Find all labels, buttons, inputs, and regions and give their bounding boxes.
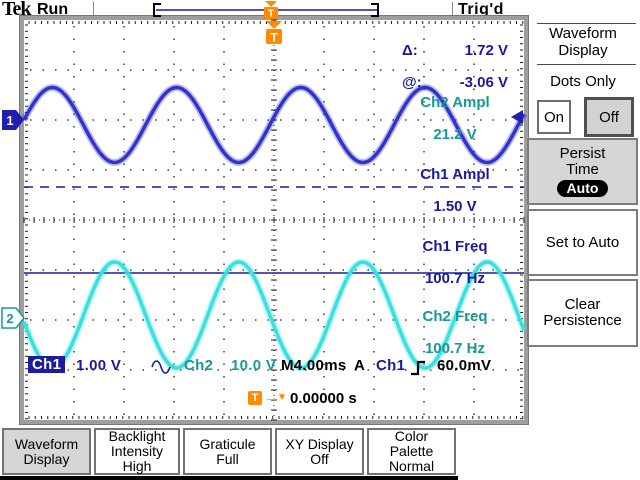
measurement-label: Ch1 Ampl: [420, 166, 490, 183]
record-right-bracket: [371, 3, 379, 17]
bottom-strip: [0, 476, 458, 480]
trigger-source: Ch1: [376, 357, 406, 374]
measurement-label: Ch1 Freq: [422, 238, 488, 255]
measurement-ch2-freq: Ch2 Freq 100.7 Hz: [402, 293, 508, 373]
bottom-menu-color-palette[interactable]: Color Palette Normal: [367, 428, 456, 475]
time-arrow-icon: →: [264, 389, 279, 406]
svg-text:2: 2: [6, 311, 13, 326]
dots-only-on-button[interactable]: On: [537, 100, 571, 134]
measurement-label: Ch2 Freq: [422, 308, 488, 325]
cursor-at-label: @:: [402, 74, 422, 91]
cursor-at-value: -3.06 V: [459, 74, 508, 91]
measurement-value: 100.7 Hz: [424, 340, 486, 357]
set-to-auto-button[interactable]: Set to Auto: [527, 209, 638, 276]
ch1-scale: 1.00 V: [76, 357, 122, 374]
menu-rule-top: [537, 23, 636, 24]
topbar-divider: [93, 2, 94, 18]
ch2-label: Ch2: [184, 357, 214, 374]
svg-text:1: 1: [6, 113, 13, 128]
measurement-value: 1.50 V: [433, 198, 477, 215]
ch1-badge: Ch1: [28, 356, 66, 373]
measurement-ch2-ampl: Ch2 Ampl 21.2 V: [402, 79, 508, 159]
bottom-menu-graticule[interactable]: Graticule Full: [183, 428, 272, 475]
cursor-delta-row: Δ: 1.72 V: [402, 43, 508, 59]
topbar-divider-2: [452, 2, 453, 18]
measurement-ch1-freq: Ch1 Freq 100.7 Hz: [402, 223, 508, 303]
measurement-value: 21.2 V: [433, 126, 477, 143]
dots-only-label: Dots Only: [550, 73, 616, 90]
trigger-time-value: 0.00000 s: [290, 390, 357, 407]
record-left-bracket: [153, 3, 161, 17]
measurement-ch1-ampl: Ch1 Ampl 1.50 V: [402, 151, 508, 231]
measurement-value: 100.7 Hz: [424, 270, 486, 287]
measurement-label: Ch2 Ampl: [420, 94, 490, 111]
bottom-menu-xy-display[interactable]: XY Display Off: [275, 428, 364, 475]
bottom-menu-waveform-display[interactable]: Waveform Display: [2, 428, 91, 475]
persist-time-value-badge: Auto: [556, 180, 609, 197]
menu-rule-bottom: [537, 64, 636, 65]
cursor-delta-label: Δ:: [402, 42, 418, 59]
record-trigger-pointer-icon: [265, 1, 277, 7]
trigger-level: 60.0mV: [437, 357, 492, 374]
timebase-readout: M4.00ms: [281, 357, 347, 374]
ch2-scale: 10.0 V: [231, 357, 277, 374]
dots-only-off-button[interactable]: Off: [584, 97, 634, 137]
persist-time-button[interactable]: Persist Time Auto: [527, 138, 638, 205]
bottom-menu-backlight-intensity[interactable]: Backlight Intensity High: [94, 428, 180, 475]
time-pointer-icon: ▼: [277, 392, 287, 403]
cursor-readout: Δ: 1.72 V @: -3.06 V: [402, 27, 508, 107]
cursor-at-row: @: -3.06 V: [402, 75, 508, 91]
tek-logo: Tek: [2, 0, 31, 20]
acquisition-state: Run: [37, 1, 69, 18]
cursor-delta-value: 1.72 V: [464, 42, 508, 59]
trigger-status: Trig'd: [458, 1, 504, 18]
clear-persistence-button[interactable]: Clear Persistence: [527, 279, 638, 347]
time-trigger-t-icon: T: [248, 391, 262, 405]
side-menu-title: Waveform Display: [549, 25, 617, 59]
acquisition-mode: A: [354, 357, 366, 374]
persist-time-label: Persist Time: [559, 145, 606, 178]
